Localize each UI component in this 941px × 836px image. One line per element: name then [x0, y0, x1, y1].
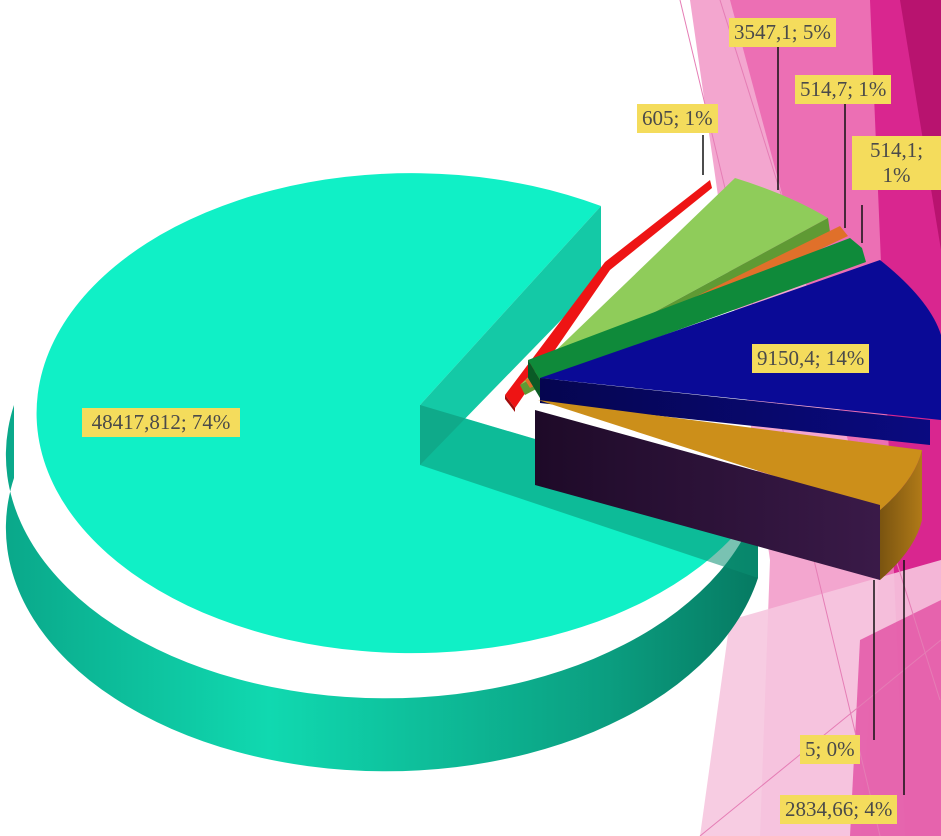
- slice-lightgreen: [520, 178, 828, 385]
- slice-green-side: [528, 360, 540, 398]
- slice-purple: [535, 410, 880, 580]
- slice-blue: [540, 260, 941, 420]
- label-slice-green: 514,1; 1%: [852, 136, 941, 190]
- label-slice-gold: 2834,66; 4%: [780, 795, 898, 824]
- slice-green: [528, 238, 866, 380]
- label-slice-lightgreen: 3547,1; 5%: [729, 18, 836, 47]
- slice-red-side: [505, 395, 515, 412]
- slice-top-teal: [36, 173, 759, 654]
- slice-gold: [538, 400, 922, 510]
- label-slice-purple: 5; 0%: [800, 735, 860, 764]
- label-slice-blue: 9150,4; 14%: [752, 344, 870, 373]
- label-slice-orange: 514,7; 1%: [795, 75, 892, 104]
- slice-cut-teal-1: [420, 206, 601, 465]
- leader-lines: [702, 46, 905, 795]
- label-slice-red: 605; 1%: [637, 104, 718, 133]
- slice-side-teal: [5, 405, 758, 772]
- slice-blue-side: [540, 378, 930, 445]
- label-slice-teal: 48417,812; 74%: [82, 408, 240, 437]
- slice-gold-side: [880, 450, 922, 580]
